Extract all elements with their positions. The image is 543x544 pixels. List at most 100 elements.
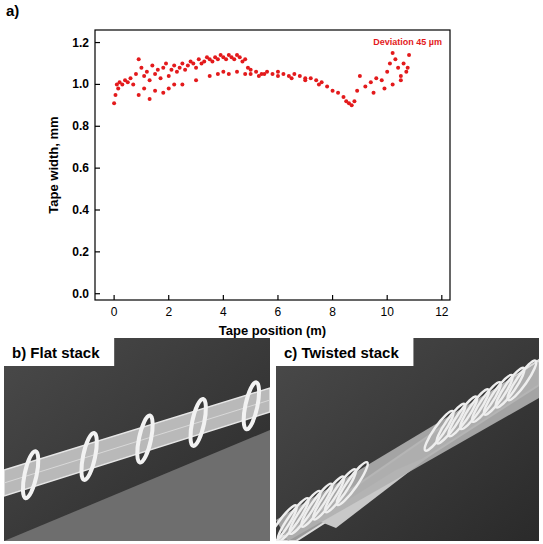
data-point	[194, 78, 198, 82]
x-tick-label: 2	[165, 305, 172, 319]
data-point	[391, 82, 395, 86]
data-point	[238, 55, 242, 59]
data-point	[180, 61, 184, 65]
data-point	[113, 93, 117, 97]
data-point	[374, 76, 378, 80]
data-point	[290, 76, 294, 80]
data-point	[216, 72, 220, 76]
data-point	[358, 74, 362, 78]
data-point	[216, 57, 220, 61]
data-point	[150, 64, 154, 68]
panel-label: a)	[6, 2, 19, 19]
data-point	[369, 80, 373, 84]
data-point	[336, 91, 340, 95]
x-tick	[387, 295, 388, 300]
data-point	[407, 53, 411, 57]
data-point	[178, 66, 182, 70]
y-tick-label: 1.0	[72, 77, 89, 91]
photo	[276, 338, 539, 541]
coil-turn	[187, 398, 209, 447]
data-point	[382, 87, 386, 91]
data-point	[249, 72, 253, 76]
data-point	[116, 87, 120, 91]
data-point	[159, 76, 163, 80]
data-point	[406, 66, 410, 70]
photo	[4, 338, 270, 541]
data-point	[281, 72, 285, 76]
data-point	[172, 82, 176, 86]
annotation: Deviation 45 µm	[373, 37, 442, 47]
data-point	[227, 72, 231, 76]
data-point	[298, 74, 302, 78]
data-point	[186, 64, 190, 68]
data-point	[325, 85, 329, 89]
data-point	[145, 70, 149, 74]
x-tick-label: 0	[111, 305, 118, 319]
x-tick-label: 6	[275, 305, 282, 319]
data-point	[352, 99, 356, 103]
y-tick-label: 0.0	[72, 287, 89, 301]
data-point	[254, 70, 258, 74]
x-tick	[441, 295, 442, 300]
data-point	[137, 57, 141, 61]
data-point	[148, 78, 152, 82]
data-point	[271, 72, 275, 76]
photo-background	[4, 338, 270, 541]
x-tick	[332, 295, 333, 300]
y-tick	[95, 168, 100, 169]
data-point	[363, 85, 367, 89]
data-point	[276, 70, 280, 74]
data-point	[314, 78, 318, 82]
data-point	[232, 57, 236, 61]
data-point	[396, 66, 400, 70]
data-point	[197, 57, 201, 61]
coil-turn	[504, 358, 539, 403]
tape-band	[276, 362, 539, 541]
data-point	[191, 61, 195, 65]
data-point	[194, 66, 198, 70]
x-axis-title: Tape position (m)	[219, 323, 326, 338]
coil-turn	[333, 459, 371, 507]
data-point	[249, 68, 253, 72]
y-tick-label: 0.8	[72, 119, 89, 133]
data-point	[164, 61, 168, 65]
y-tick-label: 0.6	[72, 161, 89, 175]
y-tick	[95, 293, 100, 294]
data-point	[112, 101, 116, 105]
x-tick-label: 10	[381, 305, 395, 319]
data-point	[292, 72, 296, 76]
data-point	[402, 61, 406, 65]
data-point	[257, 74, 261, 78]
x-tick-label: 12	[435, 305, 449, 319]
x-tick-label: 8	[329, 305, 336, 319]
data-point	[120, 82, 124, 86]
data-point	[142, 74, 146, 78]
y-tick	[95, 42, 100, 43]
label-box	[4, 338, 114, 366]
data-point	[380, 78, 384, 82]
data-point	[156, 68, 160, 72]
data-point	[175, 70, 179, 74]
figure: a)0246810120.00.20.40.60.81.01.2Tape pos…	[0, 0, 543, 544]
data-point	[350, 103, 354, 107]
data-point	[391, 51, 395, 55]
data-point	[167, 74, 171, 78]
data-point	[224, 57, 228, 61]
data-point	[393, 57, 397, 61]
data-point	[262, 72, 266, 76]
x-tick-label: 4	[220, 305, 227, 319]
data-point	[208, 74, 212, 78]
x-tick	[114, 295, 115, 300]
data-point	[129, 76, 133, 80]
data-point	[243, 72, 247, 76]
coil-turn	[241, 381, 263, 430]
data-point	[317, 82, 321, 86]
y-tick-label: 0.2	[72, 245, 89, 259]
photo-background	[276, 338, 539, 541]
data-point	[167, 87, 171, 91]
data-point	[404, 70, 408, 74]
label-box	[276, 338, 413, 366]
tape-stack	[276, 360, 539, 541]
data-point	[142, 87, 146, 91]
y-axis-title: Tape width, mm	[46, 116, 61, 213]
